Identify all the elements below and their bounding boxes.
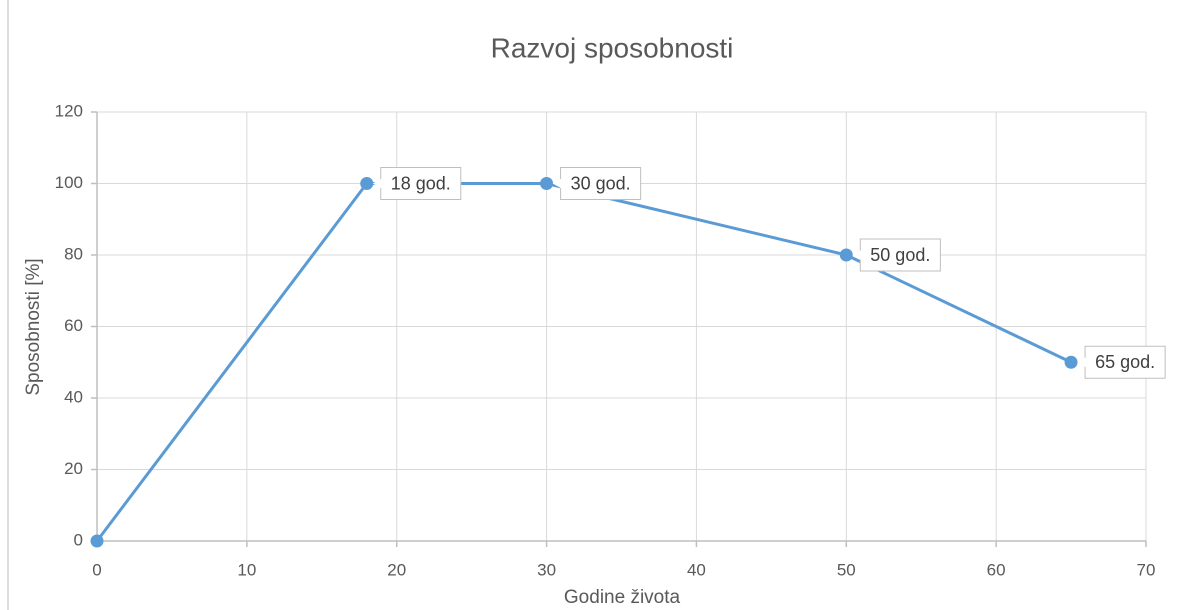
label-box — [859, 238, 941, 272]
data-label-text: 50 god. — [870, 245, 930, 265]
label-pointer — [852, 250, 862, 260]
data-label-text: 18 god. — [391, 173, 451, 193]
label-box — [380, 167, 462, 200]
data-point — [360, 177, 374, 190]
label-pointer — [1077, 357, 1087, 368]
x-tick-label: 10 — [237, 560, 256, 579]
y-tick-label: 60 — [64, 316, 83, 335]
x-tick-label: 40 — [687, 560, 706, 579]
data-label-text: 65 god. — [1095, 352, 1155, 372]
data-point — [90, 534, 104, 548]
data-point — [1064, 355, 1078, 369]
y-tick-label: 80 — [64, 244, 83, 263]
x-axis-label: Godine života — [564, 587, 681, 608]
y-tick-label: 0 — [74, 530, 83, 549]
label-box — [1084, 345, 1166, 379]
label-pointer — [552, 178, 562, 189]
x-tick-label: 60 — [987, 560, 1006, 579]
y-tick-label: 20 — [64, 459, 83, 478]
x-tick-label: 70 — [1137, 560, 1156, 579]
y-tick-label: 100 — [55, 173, 83, 192]
y-axis-label: Sposobnosti [%] — [23, 258, 44, 395]
data-point — [839, 248, 853, 262]
data-line — [95, 182, 1072, 542]
data-label: 30 god. — [552, 167, 642, 200]
label-box — [560, 167, 642, 200]
y-tick-label: 40 — [64, 387, 83, 406]
label-pointer — [372, 178, 382, 189]
data-label: 50 god. — [852, 238, 941, 272]
data-point — [540, 177, 554, 190]
x-tick-label: 50 — [837, 560, 856, 579]
x-tick-label: 20 — [387, 560, 406, 579]
data-label-text: 30 god. — [571, 173, 631, 193]
data-label: 18 god. — [372, 167, 462, 200]
x-tick-label: 0 — [92, 560, 101, 579]
chart-title: Razvoj sposobnosti — [491, 32, 734, 63]
data-label: 65 god. — [1077, 345, 1166, 379]
x-tick-label: 30 — [537, 560, 556, 579]
y-tick-label: 120 — [55, 101, 83, 120]
